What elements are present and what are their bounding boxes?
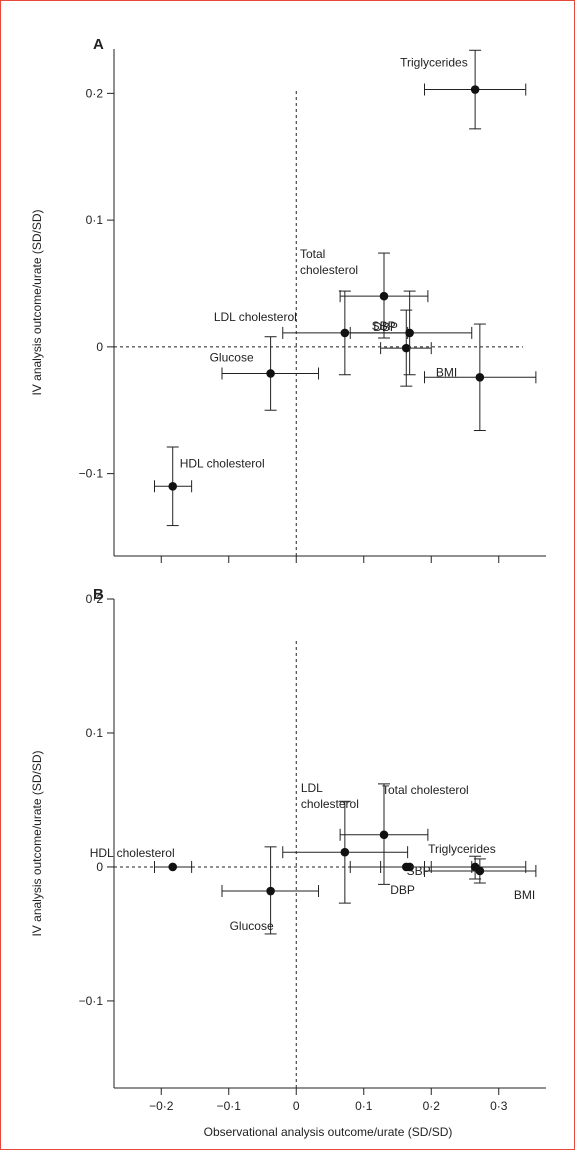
data-point — [405, 328, 414, 338]
data-point — [379, 830, 389, 840]
y-tick-label: 0·2 — [86, 592, 104, 606]
data-point — [379, 291, 389, 301]
data-point — [168, 481, 178, 491]
point-label: HDL cholesterol — [180, 456, 265, 470]
data-point — [168, 862, 178, 872]
data-point — [340, 847, 350, 857]
x-tick-label: 0·1 — [355, 1099, 373, 1113]
data-point — [475, 372, 485, 382]
panel-b-chart: B −0·1 0 0·1 0·2 −0·2 −0·1 0 0·1 0·2 0·3 IV analysi… — [30, 586, 546, 1139]
y-tick-label: 0·1 — [86, 726, 104, 740]
point-label: LDL — [301, 781, 323, 795]
data-point — [401, 343, 411, 353]
point-label: cholesterol — [300, 263, 358, 277]
data-point — [470, 85, 480, 94]
point-label: BMI — [514, 888, 535, 902]
panel-a-chart: A −0·1 0 0·1 0·2 IV analysis outcome/urate (S… — [30, 36, 546, 563]
y-tick-label: 0·2 — [86, 86, 104, 100]
y-tick-label: 0 — [96, 340, 103, 354]
point-label: HDL cholesterol — [90, 846, 175, 860]
point-label: Glucose — [210, 350, 254, 364]
point-label: SBP — [372, 319, 396, 333]
point-label: Total cholesterol — [382, 783, 469, 797]
y-tick-label: −0·1 — [79, 994, 104, 1008]
data-point — [340, 328, 350, 338]
data-point — [266, 369, 275, 378]
panel-letter: A — [93, 36, 104, 53]
y-tick-label: 0 — [96, 860, 103, 874]
point-label: Total — [300, 247, 325, 261]
x-tick-label: −0·2 — [149, 1099, 174, 1113]
y-tick-label: −0·1 — [79, 467, 104, 481]
point-label: Triglycerides — [400, 56, 468, 70]
y-axis-title: IV analysis outcome/urate (SD/SD) — [30, 209, 44, 395]
y-tick-label: 0·1 — [86, 213, 104, 227]
y-axis-title: IV analysis outcome/urate (SD/SD) — [30, 750, 44, 936]
point-label: Glucose — [230, 919, 274, 933]
point-label: BMI — [436, 365, 457, 379]
x-axis-title: Observational analysis outcome/urate (SD… — [204, 1125, 453, 1139]
point-label: cholesterol — [301, 797, 359, 811]
data-point — [475, 866, 485, 876]
point-label: LDL cholesterol — [214, 310, 297, 324]
x-tick-label: 0·2 — [423, 1099, 441, 1113]
data-point — [266, 886, 275, 896]
point-label: Triglycerides — [428, 842, 496, 856]
x-tick-label: 0·3 — [490, 1099, 508, 1113]
point-label: DBP — [390, 883, 415, 897]
x-tick-label: 0 — [293, 1099, 300, 1113]
x-tick-label: −0·1 — [217, 1099, 242, 1113]
point-label: DBP — [373, 320, 398, 334]
panel-letter: B — [93, 586, 104, 603]
data-point — [401, 862, 411, 872]
